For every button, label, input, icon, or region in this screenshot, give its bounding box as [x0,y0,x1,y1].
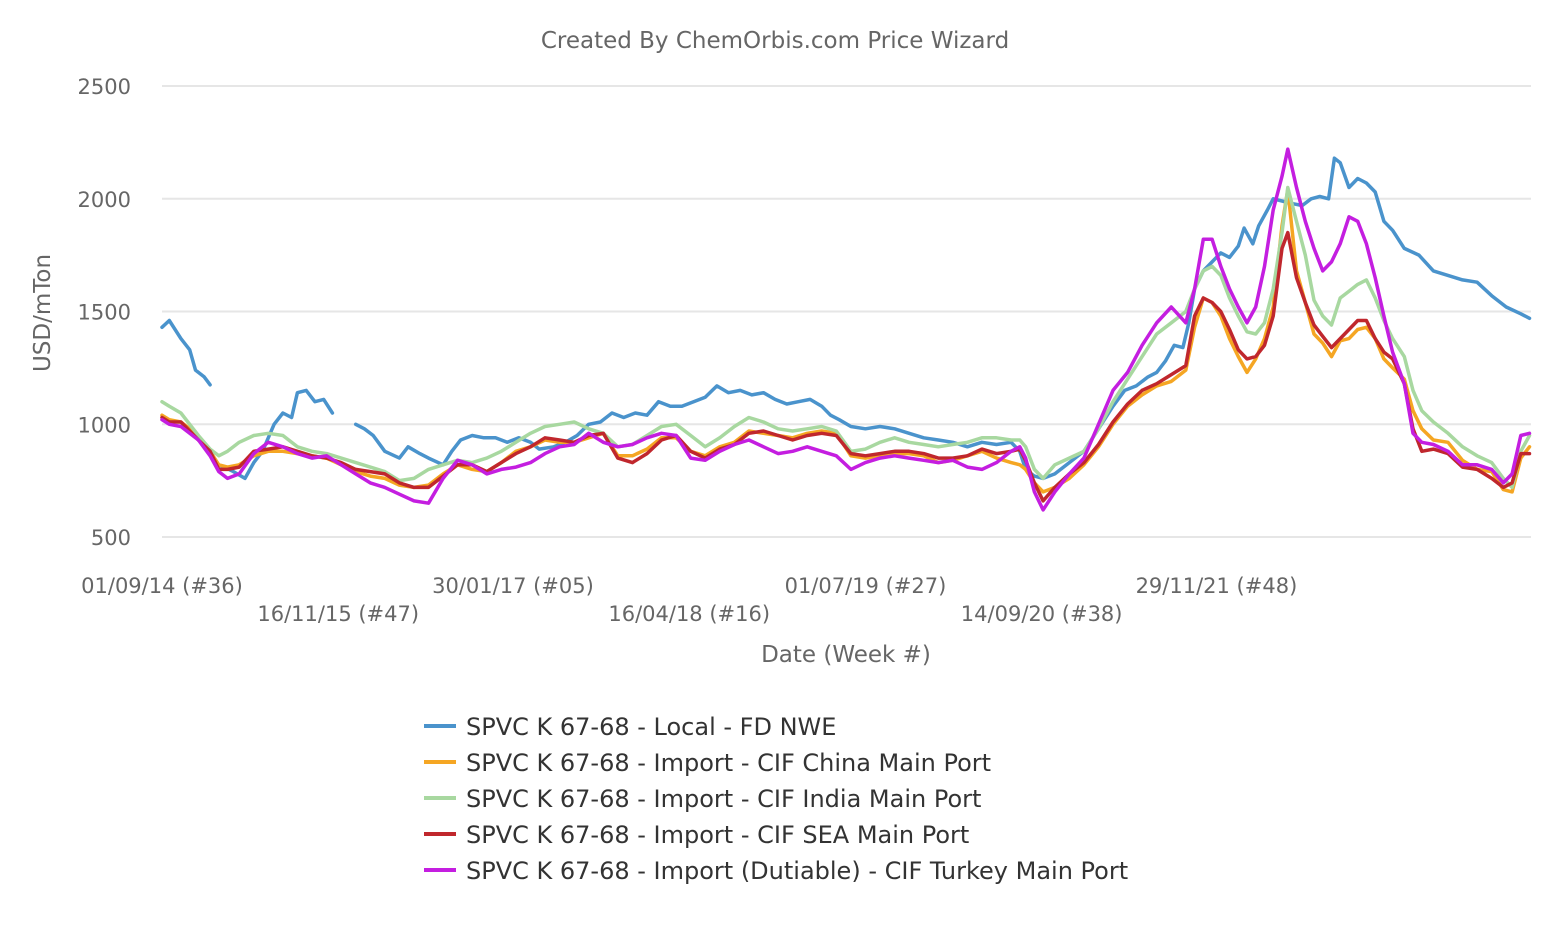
legend-item[interactable]: SPVC K 67-68 - Import - CIF India Main P… [424,785,981,813]
series-lines [160,147,1532,512]
y-tick-label: 2000 [78,188,131,212]
x-tick-label: 01/09/14 (#36) [81,574,243,598]
y-tick-label: 1500 [78,301,131,325]
series-line-2 [160,187,1532,494]
y-axis-title: USD/mTon [30,254,56,372]
series-line-1 [160,156,1532,481]
gridlines [162,85,1531,538]
y-axis-ticks: 500 1000 1500 2000 2500 [78,75,131,550]
legend-item[interactable]: SPVC K 67-68 - Import - CIF China Main P… [424,749,991,777]
y-tick-label: 2500 [78,75,131,99]
legend-item[interactable]: SPVC K 67-68 - Import (Dutiable) - CIF T… [424,857,1128,885]
legend: SPVC K 67-68 - Local - FD NWE SPVC K 67-6… [424,713,1128,885]
x-axis-ticks: 01/09/14 (#36) 16/11/15 (#47) 30/01/17 (#0… [81,574,1297,626]
legend-item[interactable]: SPVC K 67-68 - Local - FD NWE [424,713,836,741]
y-tick-label: 1000 [78,413,131,437]
x-tick-label: 30/01/17 (#05) [432,574,594,598]
x-axis-title: Date (Week #) [761,642,931,668]
series-line-3 [160,185,1532,490]
legend-label: SPVC K 67-68 - Import (Dutiable) - CIF T… [466,857,1128,885]
legend-label: SPVC K 67-68 - Import - CIF SEA Main Por… [466,821,969,849]
x-tick-label: 16/04/18 (#16) [608,602,770,626]
x-tick-label: 16/11/15 (#47) [257,602,419,626]
x-tick-label: 29/11/21 (#48) [1136,574,1298,598]
x-tick-label: 14/09/20 (#38) [961,602,1123,626]
y-tick-label: 500 [91,526,131,550]
legend-label: SPVC K 67-68 - Local - FD NWE [466,713,836,741]
legend-label: SPVC K 67-68 - Import - CIF India Main P… [466,785,981,813]
series-line-5 [160,147,1532,512]
chart-title: Created By ChemOrbis.com Price Wizard [541,28,1009,54]
series-line-4 [160,230,1532,503]
legend-item[interactable]: SPVC K 67-68 - Import - CIF SEA Main Por… [424,821,969,849]
x-tick-label: 01/07/19 (#27) [785,574,947,598]
legend-label: SPVC K 67-68 - Import - CIF China Main P… [466,749,991,777]
